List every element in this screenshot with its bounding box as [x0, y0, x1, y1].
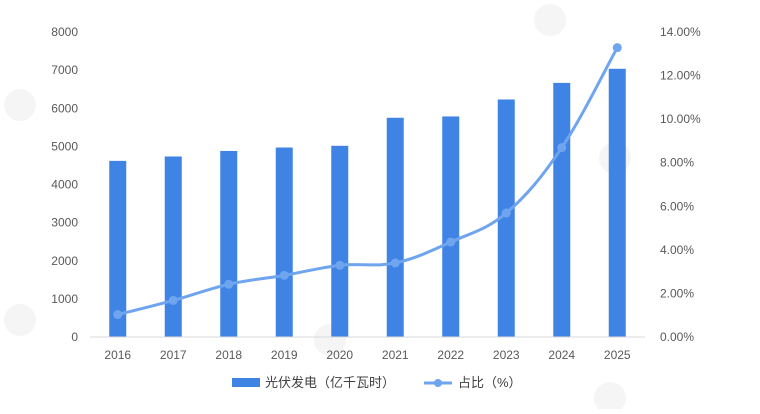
- line-point-2023: [501, 208, 511, 218]
- bar-2016: [109, 160, 127, 337]
- x-axis-tick-label: 2023: [493, 348, 520, 362]
- line-point-2016: [113, 310, 123, 320]
- x-axis-tick-label: 2017: [160, 348, 187, 362]
- line-point-2020: [335, 260, 345, 270]
- legend-line-marker: [434, 379, 442, 387]
- legend: 光伏发电（亿千瓦时） 占比（%）: [232, 375, 522, 390]
- left-axis-tick-label: 8000: [51, 25, 78, 39]
- legend-bar-label: 光伏发电（亿千瓦时）: [265, 375, 395, 390]
- right-axis-tick-label: 14.00%: [660, 25, 701, 39]
- line-point-2024: [557, 143, 567, 153]
- bar-2022: [442, 116, 460, 338]
- left-axis-tick-label: 2000: [51, 254, 78, 268]
- x-axis-tick-label: 2022: [437, 348, 464, 362]
- left-axis-tick-label: 1000: [51, 292, 78, 306]
- line-point-2017: [168, 295, 178, 305]
- left-axis-tick-label: 5000: [51, 139, 78, 153]
- bar-2024: [553, 82, 571, 337]
- x-axis-tick-label: 2019: [271, 348, 298, 362]
- right-axis-tick-label: 6.00%: [660, 199, 694, 213]
- bar-2019: [275, 147, 293, 337]
- bar-2018: [220, 150, 238, 337]
- line-point-2022: [446, 237, 456, 247]
- line-point-2019: [279, 270, 289, 280]
- right-axis-tick-label: 12.00%: [660, 69, 701, 83]
- bar-2020: [331, 145, 349, 337]
- line-point-2018: [224, 279, 234, 289]
- right-axis-tick-label: 8.00%: [660, 156, 694, 170]
- x-axis-tick-label: 2021: [382, 348, 409, 362]
- line-point-2021: [390, 258, 400, 268]
- right-axis-tick-label: 2.00%: [660, 286, 694, 300]
- x-axis-tick-label: 2024: [548, 348, 575, 362]
- x-axis-tick-label: 2025: [604, 348, 631, 362]
- right-axis-tick-label: 0.00%: [660, 330, 694, 344]
- right-axis-tick-label: 10.00%: [660, 112, 701, 126]
- legend-line-label: 占比（%）: [458, 375, 522, 390]
- left-axis-tick-label: 3000: [51, 216, 78, 230]
- right-axis-tick-label: 4.00%: [660, 243, 694, 257]
- left-axis-tick-label: 6000: [51, 101, 78, 115]
- watermark-layer: [4, 4, 631, 414]
- x-axis-tick-label: 2018: [215, 348, 242, 362]
- legend-bar-swatch: [232, 378, 260, 387]
- x-axis-tick-label: 2016: [104, 348, 131, 362]
- left-axis-tick-label: 4000: [51, 178, 78, 192]
- bar-2023: [497, 99, 515, 337]
- bar-2025: [608, 68, 626, 338]
- bar-2017: [164, 156, 182, 337]
- line-series-path: [117, 46, 619, 317]
- x-axis-tick-label: 2020: [326, 348, 353, 362]
- left-axis-tick-label: 0: [71, 330, 78, 344]
- line-point-2025: [612, 43, 622, 53]
- left-axis-tick-label: 7000: [51, 63, 78, 77]
- bar-2021: [386, 117, 404, 337]
